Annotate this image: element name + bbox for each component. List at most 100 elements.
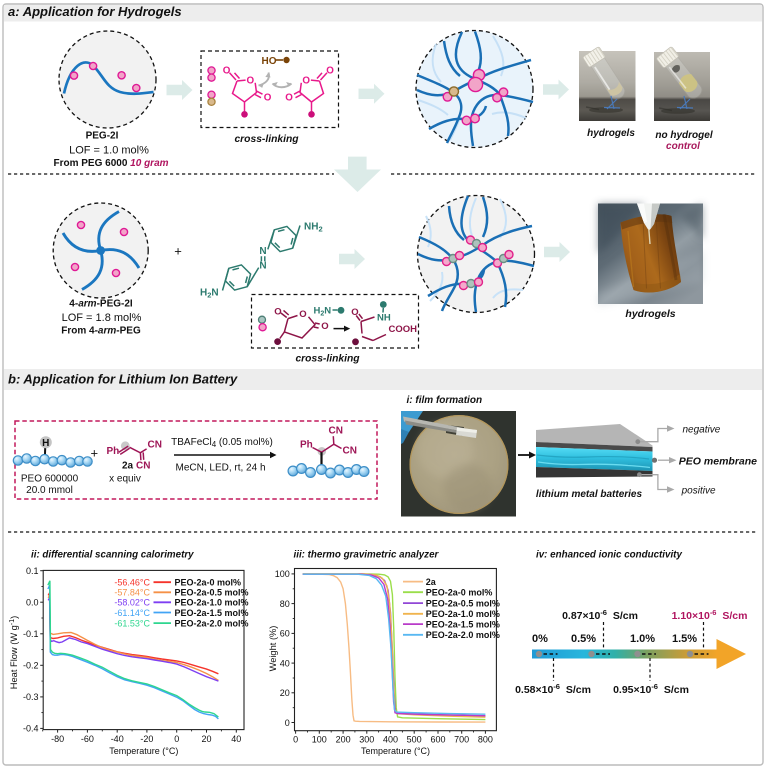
svg-text:-57.84°C: -57.84°C [114, 588, 150, 598]
svg-text:300: 300 [359, 735, 374, 745]
svg-text:0.5%: 0.5% [571, 633, 596, 645]
svg-text:cross-linking: cross-linking [234, 134, 299, 145]
svg-text:CN: CN [148, 440, 162, 451]
svg-text:80: 80 [280, 599, 290, 609]
svg-text:-0.1: -0.1 [23, 629, 39, 639]
svg-text:-0.2: -0.2 [23, 661, 39, 671]
svg-text:HO: HO [262, 56, 277, 67]
svg-text:700: 700 [454, 735, 469, 745]
svg-text:-0.4: -0.4 [23, 724, 39, 734]
svg-text:+: + [91, 446, 99, 461]
svg-text:20.0 mmol: 20.0 mmol [26, 485, 73, 496]
svg-text:positive: positive [681, 486, 716, 497]
svg-text:hydrogels: hydrogels [625, 308, 675, 320]
svg-text:PEO-2a-1.0 mol%: PEO-2a-1.0 mol% [175, 598, 249, 608]
svg-text:PEG-2I: PEG-2I [86, 131, 119, 142]
svg-text:-61.53°C: -61.53°C [114, 618, 150, 628]
svg-text:O: O [302, 75, 310, 86]
svg-text:O: O [285, 93, 293, 104]
svg-text:20: 20 [280, 688, 290, 698]
svg-text:-20: -20 [140, 734, 153, 744]
svg-text:N: N [259, 261, 266, 272]
svg-text:0.1: 0.1 [26, 566, 39, 576]
svg-text:100: 100 [275, 569, 290, 579]
svg-text:iii: thermo gravimetric analyz: iii: thermo gravimetric analyzer [294, 550, 440, 561]
svg-text:PEO-2a-0.5 mol%: PEO-2a-0.5 mol% [175, 588, 249, 598]
svg-text:4-arm-PEG-2I: 4-arm-PEG-2I [69, 299, 133, 310]
svg-text:Temperature (°C): Temperature (°C) [361, 746, 430, 756]
svg-text:i: film formation: i: film formation [407, 395, 483, 406]
svg-text:hydrogels: hydrogels [587, 128, 635, 139]
svg-text:PEO-2a-2.0 mol%: PEO-2a-2.0 mol% [175, 618, 249, 628]
svg-text:CN: CN [329, 426, 343, 437]
svg-text:PEO-2a-1.5 mol%: PEO-2a-1.5 mol% [175, 608, 249, 618]
svg-text:CN: CN [343, 446, 357, 457]
svg-text:iv: enhanced ionic conductivit: iv: enhanced ionic conductivity [536, 550, 682, 561]
svg-text:-61.14°C: -61.14°C [114, 608, 150, 618]
svg-text:LOF = 1.0 mol%: LOF = 1.0 mol% [69, 145, 149, 157]
svg-text:TBAFeCl4 (0.05 mol%): TBAFeCl4 (0.05 mol%) [171, 437, 273, 449]
svg-text:CN: CN [136, 461, 150, 472]
svg-text:PEO 600000: PEO 600000 [21, 473, 79, 484]
svg-text:-80: -80 [51, 734, 64, 744]
svg-text:control: control [666, 141, 700, 152]
svg-text:0: 0 [174, 734, 179, 744]
svg-text:O: O [274, 307, 281, 318]
svg-text:N: N [259, 246, 266, 257]
svg-text:ii: differential scanning calo: ii: differential scanning calorimetry [31, 550, 194, 561]
svg-text:b: Application for Lithium Ion: b: Application for Lithium Ion Battery [8, 372, 238, 387]
svg-text:60: 60 [280, 629, 290, 639]
svg-text:Ph: Ph [107, 446, 120, 457]
svg-text:O: O [264, 93, 272, 104]
svg-text:From PEG 6000 10 gram: From PEG 6000 10 gram [53, 158, 168, 169]
svg-text:Ph: Ph [300, 440, 313, 451]
svg-text:0: 0 [285, 718, 290, 728]
svg-text:LOF = 1.8 mol%: LOF = 1.8 mol% [62, 312, 142, 324]
svg-text:Heat Flow (W g-1): Heat Flow (W g-1) [9, 616, 19, 689]
svg-text:O: O [326, 66, 334, 77]
svg-text:H: H [42, 438, 49, 449]
svg-text:0: 0 [293, 735, 298, 745]
svg-text:0.58×10-6 S/cm: 0.58×10-6 S/cm [515, 682, 591, 696]
svg-text:O: O [223, 66, 231, 77]
svg-text:PEO-2a-2.0 mol%: PEO-2a-2.0 mol% [426, 630, 500, 640]
svg-text:40: 40 [280, 658, 290, 668]
svg-text:PEO-2a-1.5 mol%: PEO-2a-1.5 mol% [426, 619, 500, 629]
svg-text:a: Application for Hydrogels: a: Application for Hydrogels [8, 4, 182, 19]
svg-text:40: 40 [231, 734, 241, 744]
svg-text:PEO-2a-0 mol%: PEO-2a-0 mol% [175, 578, 242, 588]
svg-text:2a: 2a [426, 577, 437, 587]
svg-text:0.95×10-6 S/cm: 0.95×10-6 S/cm [613, 682, 689, 696]
svg-text:PEO membrane: PEO membrane [679, 456, 757, 468]
svg-text:no hydrogel: no hydrogel [655, 130, 712, 141]
svg-text:Weight (%): Weight (%) [268, 626, 278, 672]
svg-text:1.10×10-6 S/cm: 1.10×10-6 S/cm [672, 608, 748, 622]
svg-text:negative: negative [683, 425, 721, 436]
svg-text:PEO-2a-0.5 mol%: PEO-2a-0.5 mol% [426, 598, 500, 608]
svg-text:0.0: 0.0 [26, 597, 39, 607]
svg-text:-40: -40 [111, 734, 124, 744]
svg-text:COOH: COOH [389, 324, 418, 335]
svg-text:100: 100 [312, 735, 327, 745]
svg-text:20: 20 [201, 734, 211, 744]
svg-text:O: O [299, 309, 306, 320]
svg-text:+: + [174, 244, 182, 259]
svg-text:400: 400 [383, 735, 398, 745]
svg-text:1.5%: 1.5% [672, 633, 697, 645]
svg-text:500: 500 [407, 735, 422, 745]
svg-text:PEO-2a-1.0 mol%: PEO-2a-1.0 mol% [426, 609, 500, 619]
svg-text:O: O [321, 321, 328, 332]
svg-text:-60: -60 [81, 734, 94, 744]
svg-text:From 4-arm-PEG: From 4-arm-PEG [61, 326, 141, 337]
svg-text:x equiv: x equiv [109, 473, 141, 484]
svg-text:NH: NH [377, 313, 391, 324]
svg-text:0.87×10-6 S/cm: 0.87×10-6 S/cm [562, 608, 638, 622]
svg-text:Temperature (°C): Temperature (°C) [109, 746, 178, 756]
svg-text:O: O [246, 75, 254, 86]
svg-text:MeCN, LED, rt, 24 h: MeCN, LED, rt, 24 h [175, 462, 265, 473]
svg-text:1.0%: 1.0% [630, 633, 655, 645]
svg-text:-58.02°C: -58.02°C [114, 598, 150, 608]
svg-text:0%: 0% [532, 633, 548, 645]
svg-text:-0.3: -0.3 [23, 692, 39, 702]
svg-text:O: O [351, 307, 358, 318]
